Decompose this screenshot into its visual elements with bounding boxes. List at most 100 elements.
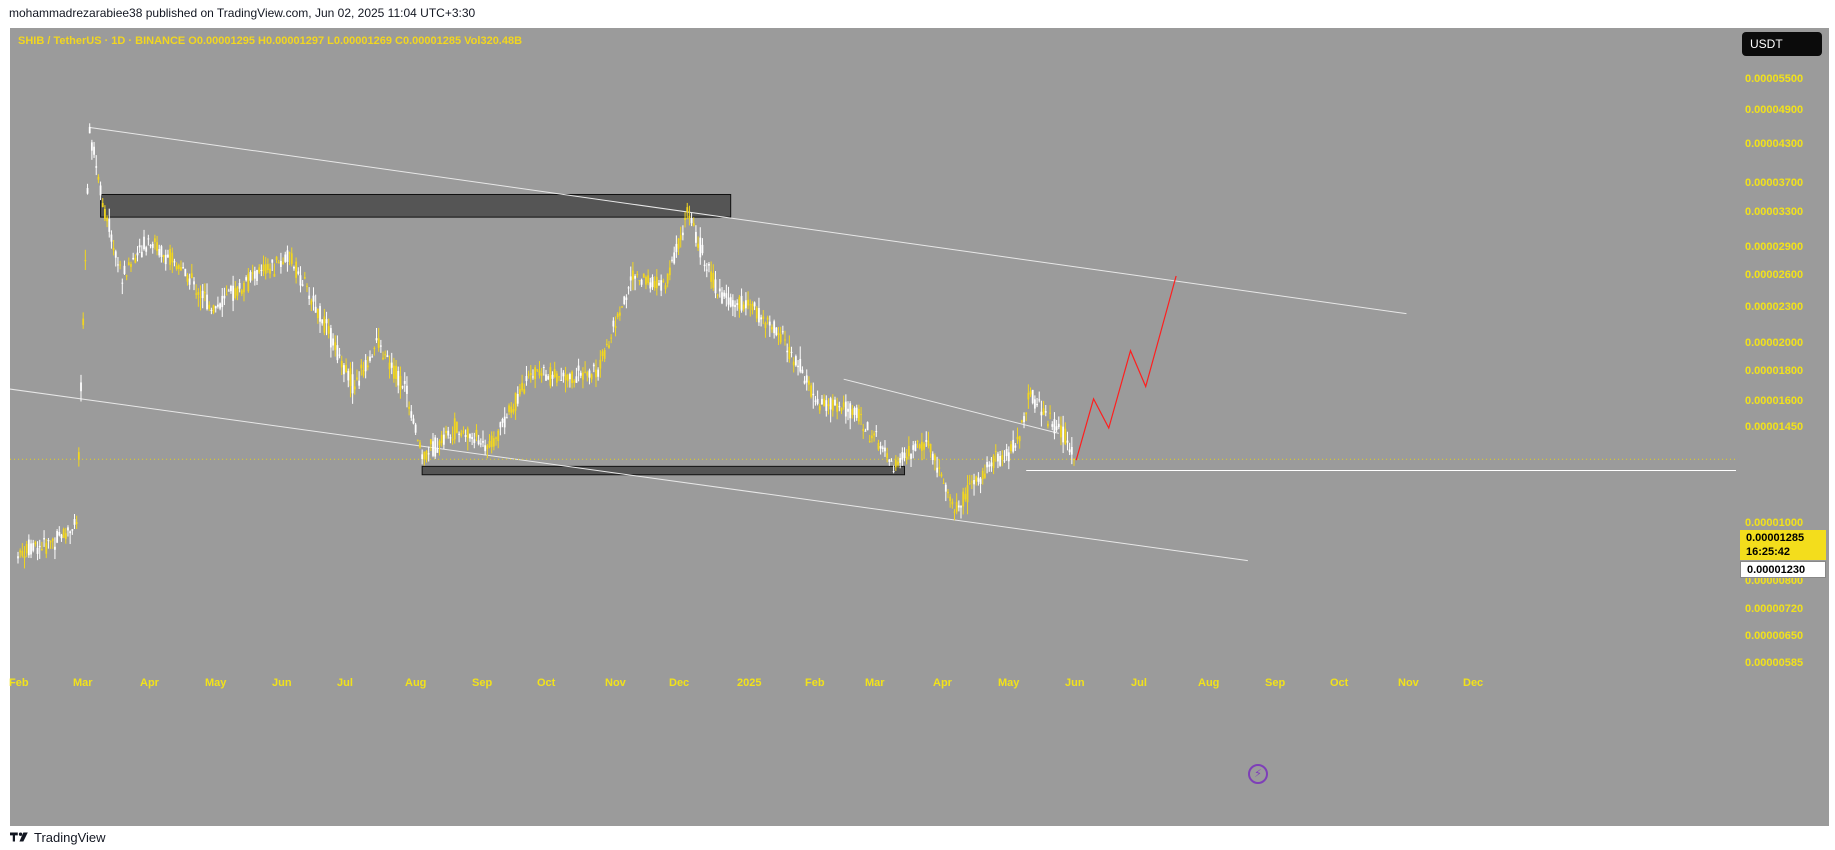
candle-body [501,418,504,423]
time-tick-label: Mar [865,677,885,689]
candle-body [758,308,760,323]
chart-pane[interactable] [10,28,1736,805]
candle-body [827,404,830,407]
candle-body [23,555,26,559]
candle-body [167,254,169,258]
candle-body [658,282,660,286]
candle-body [890,460,893,462]
candle-body [675,243,678,253]
candle-body [38,545,41,548]
candle-body [664,285,667,290]
candle-body [903,452,906,458]
candle-body [249,271,252,281]
time-tick-label: Jun [272,677,292,689]
candle-body [601,351,604,357]
candle-body [438,441,441,446]
axis-corner [1736,805,1829,826]
candle-body [775,327,778,336]
candle-body [197,292,200,295]
candle-body [258,267,261,273]
price-tick-label: 0.00002300 [1745,301,1804,313]
candle-body [1001,455,1004,460]
candle-body [779,334,782,343]
candle-body [408,406,411,409]
candle-body [208,304,211,309]
candle-body [749,304,752,306]
candle-body [114,251,117,258]
price-tick-label: 0.00000800 [1745,575,1804,587]
candle-body [486,445,489,450]
candle-body [353,386,356,390]
candle-body [460,432,463,436]
candle-body [829,398,832,410]
candle-body [27,539,30,556]
candle-body [931,453,934,461]
candle-body [45,542,48,554]
footer[interactable]: TradingView [10,826,106,848]
candle-body [825,400,828,411]
candle-body [67,527,69,531]
candle-body [180,267,182,271]
candle-body [662,280,665,282]
candle-body [399,375,402,390]
candle-body [955,502,958,512]
candle-body [703,264,706,267]
candle-body [336,345,339,361]
candle-body [80,382,82,392]
candle-body [729,297,732,307]
candle-body [71,529,74,531]
candle-body [466,428,469,438]
price-axis[interactable] [1736,28,1829,805]
candle-body [366,365,369,368]
candle-body [727,297,730,305]
supply-demand-zone [100,193,732,218]
candle-body [577,365,580,371]
lightning-icon[interactable]: ⚡ [1248,764,1268,784]
candle-body [842,402,845,408]
current-price-value: 0.00001285 [1746,532,1805,544]
candle-body [592,364,595,367]
candle-body [82,318,85,326]
candle-body [156,242,158,252]
candle-body [1010,444,1012,451]
candle-body [879,446,882,449]
candle-body [938,467,941,469]
candle-body [547,376,550,380]
candle-body [951,501,954,505]
candle-body [377,338,380,348]
candle-body [75,522,78,525]
candle-body [999,456,1002,466]
candle-body [907,446,910,457]
candle-body [618,312,621,316]
price-tick-label: 0.00002600 [1745,269,1804,281]
candle-body [245,277,248,281]
candle-body [981,470,984,480]
candle-body [21,550,24,556]
candle-body [710,271,713,282]
currency-button[interactable]: USDT [1742,32,1822,56]
candle-body [625,297,628,300]
candle-body [740,295,743,311]
candle-body [475,429,478,437]
candle-body [988,464,991,467]
candle-body [221,295,224,308]
candle-body [492,438,495,447]
candle-body [645,277,647,285]
candle-body [264,264,267,274]
candle-body [427,453,430,455]
candle-body [699,237,702,258]
candle-body [823,398,826,407]
candle-body [373,347,376,349]
candle-body [484,445,487,452]
candle-body [247,273,250,292]
candle-body [968,483,971,485]
candle-body [847,408,849,412]
candle-body [790,351,793,353]
candle-body [442,434,445,445]
time-axis[interactable] [10,805,1736,826]
time-tick-label: Dec [1463,677,1484,689]
price-tick-label: 0.00003700 [1745,177,1804,189]
candle-body [1023,416,1025,423]
candle-body [666,273,669,284]
candle-body [314,306,317,313]
